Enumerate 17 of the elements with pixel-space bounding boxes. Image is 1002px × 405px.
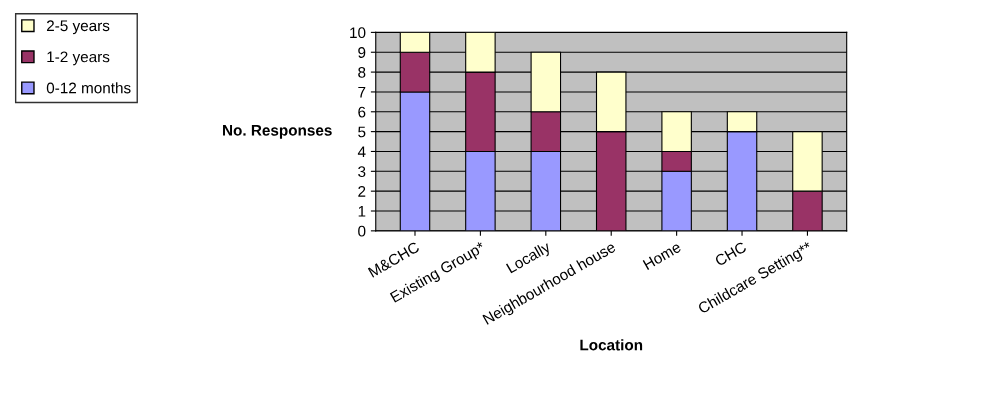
x-axis-title: Location: [580, 339, 643, 351]
legend-label: 0-12 months: [46, 82, 131, 94]
y-tick-label: 6: [358, 106, 366, 118]
y-tick-label: 4: [357, 146, 366, 158]
y-tick-label: 2: [358, 186, 366, 197]
y-tick-label: 0: [358, 225, 366, 237]
y-axis-title: No. Responses: [223, 125, 332, 139]
y-tick-label: 7: [358, 86, 366, 98]
legend-label: 1-2 years: [47, 51, 110, 66]
y-tick-label: 5: [358, 126, 366, 138]
y-tick-label: 3: [358, 166, 366, 177]
y-tick-label: 9: [358, 47, 366, 58]
y-tick-label: 1: [358, 206, 366, 217]
y-tick-label: 10: [350, 27, 366, 39]
x-tick-label: CHC: [714, 241, 748, 267]
legend-label: 2-5 years: [46, 20, 110, 35]
y-tick-label: 8: [358, 66, 366, 78]
